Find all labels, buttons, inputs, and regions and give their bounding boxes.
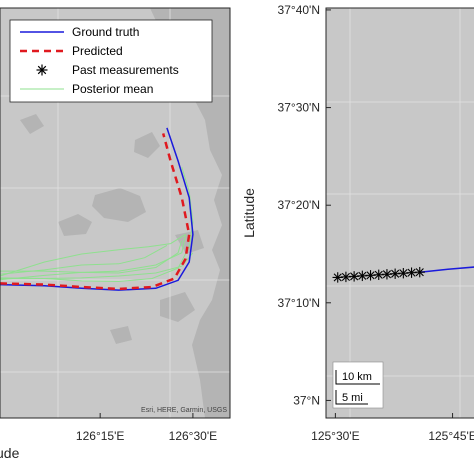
left-ground-truth-track [0,127,194,291]
map-attribution: Esri, HERE, Garmin, USGS [141,407,227,414]
left-x-tick-label: 126°15'E [76,429,124,443]
land-mainland [150,8,230,418]
right-axes-frame [325,7,474,419]
scale-bar-box [332,361,384,409]
right-y-tick-label: 37°10'N [278,296,320,310]
right-x-ticks: 125°30'E 125°45'E [311,413,474,443]
past-measurement-marker [348,271,360,282]
scale-bar: 10 km 5 mi [332,361,384,409]
posterior-mean-track-2 [0,233,186,277]
right-gridlines [326,8,474,418]
legend-entry-ground-truth: Ground truth [20,25,139,39]
right-map-panel: 37°N 37°10'N 37°20'N 37°30'N 37°40'N 125°30'… [241,3,474,443]
left-x-ticks: 126°15'E 126°30'E [76,413,217,443]
legend-entry-past-measurements: Past measurements [36,63,179,77]
left-map-panel: 126°15'E 126°30'E Esri, HERE, Garmin, USG… [0,7,231,461]
right-x-tick-label: 125°30'E [311,429,359,443]
legend-entry-posterior-mean: Posterior mean [20,82,153,96]
legend-box [9,19,213,103]
legend-ground-truth-label: Ground truth [72,25,139,39]
land-island-c [134,132,160,158]
legend-past-measurements-swatch [36,64,48,76]
land-island-b [58,214,92,236]
left-posterior-tracks [0,166,194,283]
land-island-e [20,114,44,134]
land-island-a [92,188,146,222]
right-x-tick-label: 125°45'E [428,429,474,443]
ground-truth-line [0,127,194,291]
legend: Ground truth Predicted Past measurements… [9,19,213,103]
left-axes-frame [0,7,231,419]
posterior-mean-track-3 [0,234,186,281]
right-y-tick-label: 37°20'N [278,198,320,212]
legend-posterior-mean-label: Posterior mean [72,82,153,96]
legend-past-measurements-label: Past measurements [72,63,179,77]
posterior-mean-track-1 [0,240,183,274]
legend-entry-predicted: Predicted [20,44,123,58]
posterior-mean-track-6 [0,166,194,283]
right-y-tick-label: 37°N [293,393,320,407]
left-land-masses [20,8,230,418]
right-y-ticks: 37°N 37°10'N 37°20'N 37°30'N 37°40'N [278,3,331,407]
right-ground-truth-line [419,266,474,273]
scale-bar-mi-line [335,390,368,405]
past-measurement-markers [332,266,425,283]
right-y-tick-label: 37°30'N [278,101,320,115]
right-y-axis-label: Latitude [241,188,257,238]
scale-bar-km-line [335,370,380,385]
land-island-g [110,326,132,344]
scale-bar-km-label: 10 km [342,371,372,383]
land-island-d [160,292,195,322]
legend-predicted-label: Predicted [72,44,123,58]
past-measurement-marker [414,266,425,278]
scale-bar-mi-label: 5 mi [342,392,363,404]
right-y-tick-label: 37°40'N [278,3,320,17]
left-cut-ylabel-fragment: ude [0,445,20,461]
left-x-tick-label: 126°30'E [169,429,217,443]
right-ground-truth-track [419,266,474,273]
right-map-background [326,8,474,418]
posterior-mean-track-4 [0,244,168,275]
